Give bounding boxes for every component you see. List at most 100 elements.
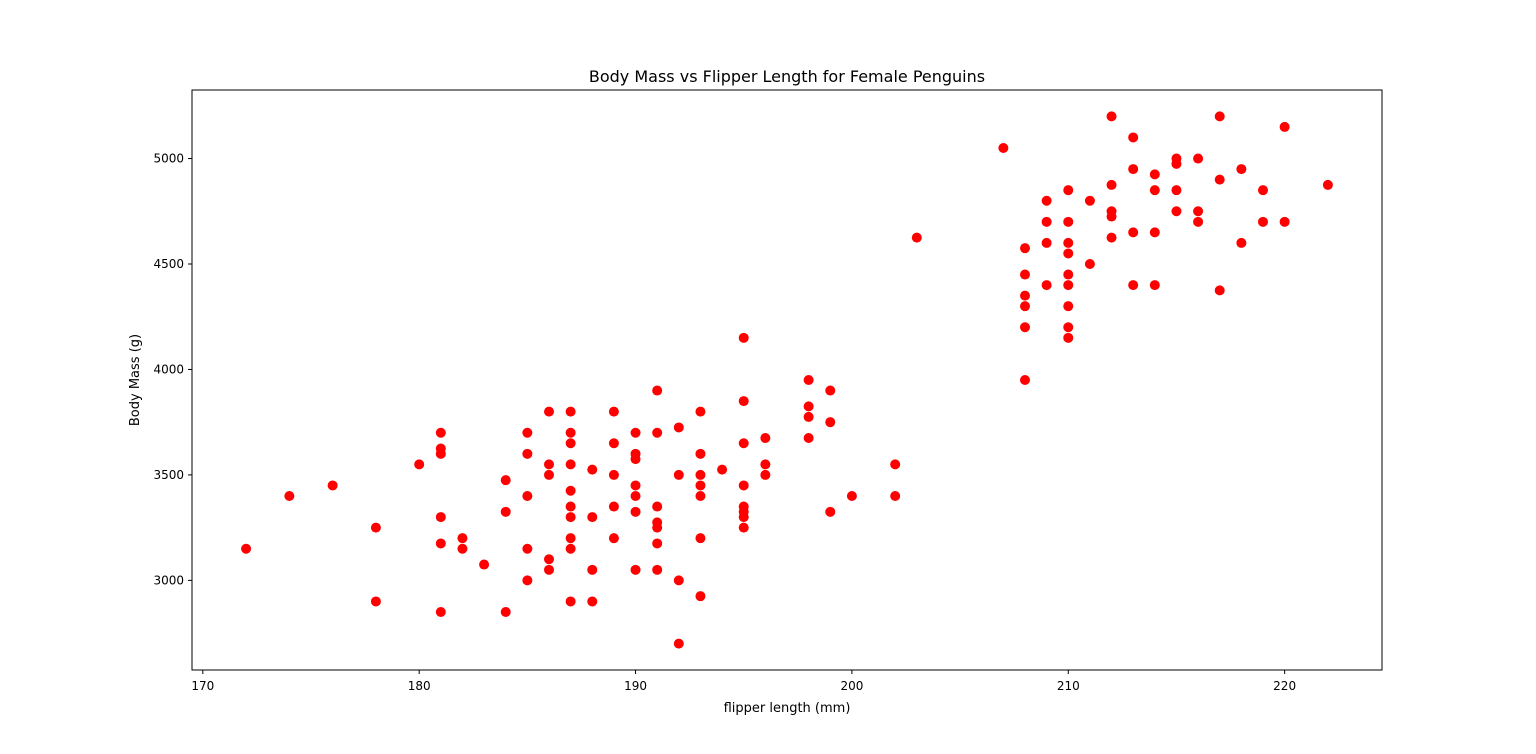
data-point [738,480,749,491]
data-point [435,448,446,459]
data-point [1149,169,1160,180]
data-point [1041,280,1052,291]
data-point [457,533,468,544]
data-point [1128,280,1139,291]
data-point [760,459,771,470]
data-point [565,543,576,554]
data-point [1084,259,1095,269]
data-point [500,475,511,486]
data-point [673,638,684,649]
data-point [565,512,576,523]
data-point [565,459,576,470]
data-point [673,422,684,433]
data-point [652,564,663,575]
data-point [1020,269,1030,280]
data-point [846,491,857,501]
data-point [522,448,533,459]
data-point [457,543,468,554]
data-point [1106,211,1117,222]
data-point [565,533,576,544]
x-tick-label: 190 [624,679,647,693]
data-point [695,469,706,480]
y-tick-label: 3000 [153,573,184,587]
data-point [414,459,425,470]
data-point [1063,185,1074,196]
data-point [652,427,663,438]
data-point [565,427,576,438]
y-tick-label: 3500 [153,468,184,482]
data-point [1193,216,1204,227]
data-point [1214,285,1225,296]
data-point [673,469,684,480]
data-point [1279,121,1290,132]
data-point [1020,322,1030,333]
data-point [1171,206,1182,217]
y-tick-label: 4500 [153,257,184,271]
data-point [1128,164,1139,175]
data-point [1063,237,1074,248]
data-point [1106,232,1117,243]
data-point [435,512,446,523]
data-point [1020,290,1030,301]
data-point [673,575,684,586]
data-point [608,501,619,512]
data-point [738,438,749,449]
data-point [500,607,511,617]
data-point [1258,216,1268,227]
data-points [241,111,1333,649]
y-tick-label: 4000 [153,362,184,376]
x-axis: 170 180 190 200 210 220 [191,670,1296,693]
data-point [608,533,619,544]
data-point [630,427,641,438]
data-point [803,375,814,385]
data-point [565,406,576,417]
chart-title: Body Mass vs Flipper Length for Female P… [589,67,985,86]
data-point [435,427,446,438]
data-point [370,522,381,533]
data-point [1171,158,1182,169]
data-point [544,459,554,470]
data-point [1063,332,1074,343]
data-point [825,506,836,517]
data-point [1063,322,1074,333]
data-point [1063,301,1074,312]
data-point [695,533,706,544]
data-point [587,564,598,575]
data-point [1322,179,1333,190]
data-point [803,401,814,412]
data-point [1236,164,1247,175]
data-point [1279,216,1290,227]
data-point [825,385,836,396]
data-point [652,385,663,396]
data-point [522,427,533,438]
data-point [630,480,641,491]
data-point [1149,185,1160,196]
data-point [522,543,533,554]
data-point [370,596,381,607]
data-point [608,406,619,417]
x-tick-label: 170 [191,679,214,693]
data-point [825,417,836,428]
data-point [695,406,706,417]
data-point [1020,243,1030,254]
data-point [695,591,706,602]
data-point [1149,227,1160,238]
data-point [630,491,641,501]
data-point [1063,216,1074,227]
x-tick-label: 180 [408,679,431,693]
x-axis-label: flipper length (mm) [724,701,851,716]
y-axis-label: Body Mass (g) [128,334,143,426]
data-point [738,522,749,533]
data-point [522,491,533,501]
data-point [587,464,598,475]
data-point [1171,185,1182,196]
plot-area [191,89,1383,671]
data-point [1128,132,1139,143]
data-point [1063,280,1074,291]
data-point [500,506,511,517]
data-point [695,480,706,491]
data-point [695,491,706,501]
data-point [1214,174,1225,185]
data-point [803,433,814,443]
data-point [1041,237,1052,248]
